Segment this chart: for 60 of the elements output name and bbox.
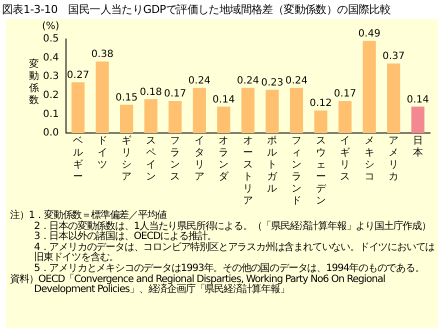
x-tick-label: アメリカ: [388, 136, 399, 183]
data-label: 0.17: [334, 88, 356, 100]
bar: [192, 88, 206, 133]
data-label: 0.27: [66, 70, 90, 81]
x-tick-label: ポルトガル: [267, 136, 278, 195]
x-tick-label: ドイツ: [97, 136, 108, 171]
x-tick-label: 日本: [412, 136, 423, 159]
x-tick-label: フィンランド: [292, 136, 302, 207]
data-label: 0.23: [261, 77, 284, 88]
data-label: 0.24: [188, 75, 211, 86]
data-label: 0.24: [285, 75, 308, 86]
bar: [168, 101, 182, 133]
text: 4．アメリカのデータは、コロンビア特別区とアラスカ州は含まれていない。ドイツにおいては旧東ドイツを含む。: [33, 242, 436, 264]
y-tick-label: 0.4: [42, 52, 59, 64]
text: 2．日本の変動係数は、1人当たり県民所得による。（「県民経済計算年報」より国土庁作成）: [33, 220, 432, 232]
data-label: 0.24: [236, 75, 260, 86]
x-tick-label: オーストリア: [242, 136, 253, 207]
data-label: 0.14: [406, 94, 429, 106]
data-label: 0.12: [310, 98, 332, 110]
x-tick-label: イタリア: [194, 136, 204, 183]
x-tick-label: スウェーデン: [316, 136, 327, 207]
bar: [217, 106, 230, 133]
bar: [120, 104, 134, 133]
bar: [314, 110, 328, 133]
bar: [387, 63, 400, 133]
data-label: 0.17: [164, 88, 186, 100]
bar: [338, 101, 352, 133]
x-tick-label: フランス: [170, 136, 180, 183]
x-tick-label: メキシコ: [364, 136, 374, 183]
text: 5．アメリカとメキシコのデータは1993年。その他の国のデータは、1994年のものである。: [33, 262, 426, 274]
data-label: 0.18: [140, 86, 162, 98]
bar: [362, 40, 376, 133]
bar: [96, 62, 109, 133]
data-label: 0.38: [91, 49, 114, 60]
y-tick-label: 0.1: [42, 108, 59, 120]
y-tick-label: 0.0: [42, 128, 59, 139]
bar: [71, 82, 85, 133]
data-label: 0.14: [212, 94, 235, 106]
bar: [266, 90, 279, 133]
x-tick-label: スペイン: [146, 136, 156, 183]
data-label: 0.49: [358, 28, 380, 40]
bar: [290, 88, 304, 133]
data-label: 0.15: [115, 92, 138, 104]
bar: [144, 99, 158, 133]
x-tick-label: ベルギー: [73, 136, 84, 183]
data-label: 0.37: [382, 51, 405, 62]
y-tick-label: 0.3: [42, 71, 59, 82]
chart-title: 図表1-3-10 国民一人当たりGDPで評価した地域間格差（変動係数）の国際比較: [2, 2, 391, 17]
x-tick-label: ギリシア: [122, 134, 132, 183]
x-tick-label: オランダ: [218, 136, 230, 183]
text: 注）1．変動係数＝標準偏差／平均値: [10, 210, 168, 221]
y-tick-label: 0.2: [42, 90, 59, 101]
y-tick-label: 0.5: [42, 34, 59, 45]
text: (%): [42, 21, 60, 32]
bar: [241, 88, 255, 133]
x-tick-label: イギリス: [340, 136, 350, 183]
text: 3．日本以外の諸国は、OECDによる推計。: [33, 231, 217, 242]
bar: [411, 106, 424, 133]
y-axis-title: 変動係数: [28, 59, 40, 107]
text: 資料）OECD「Convergence and Regional Disparties, Working Party No6 On Regional Development Policies」、経済企画庁「県民経済計算年報」: [10, 274, 386, 296]
